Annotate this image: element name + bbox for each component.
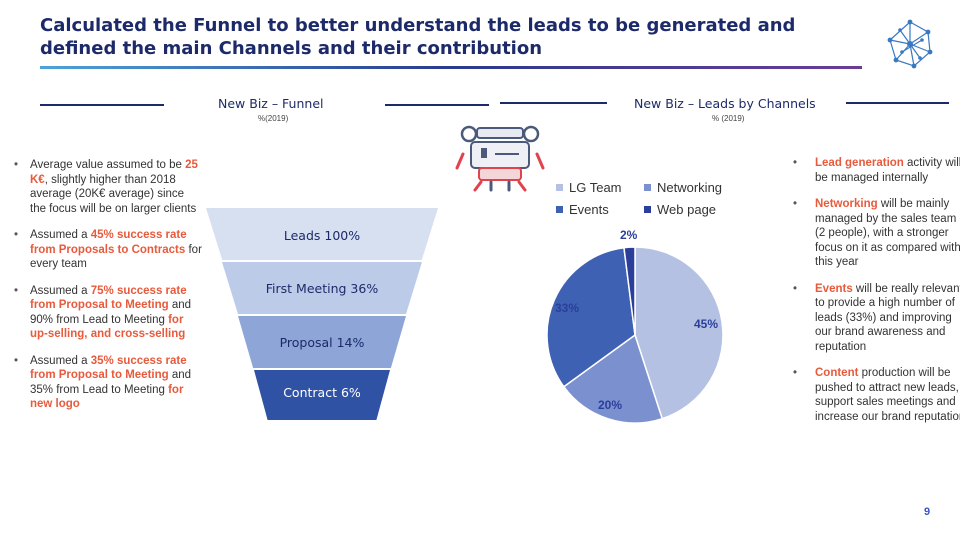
assumption-highlight: 25 K€ — [30, 159, 198, 186]
legend-swatch — [644, 206, 651, 213]
pie-slice-lg-team — [634, 246, 724, 420]
assumption-item: • Assumed a 75% success rate from Propos… — [14, 284, 192, 341]
funnel-stage-contract: Contract 6% — [254, 370, 390, 420]
assumption-text: Assumed a — [30, 354, 91, 367]
assumption-item: • Assumed a 35% success rate from Propos… — [14, 354, 192, 411]
legend-label: Networking — [657, 180, 723, 195]
assumption-item: • Average value assumed to be 25 K€, sli… — [14, 159, 198, 215]
channel-note-highlight: Lead generation — [815, 157, 904, 169]
pie-label-events: 33% — [555, 301, 580, 315]
pie-slice-networking — [562, 333, 664, 424]
channels-section-title: New Biz – Leads by Channels — [634, 96, 816, 111]
assumption-text: and 35% from Lead to Meeting — [30, 369, 192, 396]
pie-slice-events — [546, 246, 636, 388]
assumption-highlight: for new logo — [30, 383, 184, 411]
funnel-stage-first-meeting: First Meeting 36% — [222, 262, 422, 314]
funnel-stage-label: Contract 6% — [283, 384, 361, 400]
channels-pie-chart — [546, 246, 724, 424]
assumption-text: , slightly higher than 2018 average (20K… — [30, 173, 197, 215]
channel-note-text: production will be pushed to attract new… — [815, 367, 960, 423]
assumption-text: Average value assumed to be — [30, 159, 186, 171]
legend-item-web-page: Web page — [644, 202, 716, 217]
legend-swatch — [644, 184, 651, 191]
channel-note-text: will be mainly managed by the sales team… — [815, 198, 960, 268]
channel-note-highlight: Events — [815, 282, 853, 295]
channel-note-text: activity will be managed internally — [815, 157, 960, 184]
assumption-text: for every team — [30, 243, 202, 271]
funnel-stage-proposal: Proposal 14% — [238, 316, 406, 368]
channels-header-line-right — [846, 102, 949, 104]
network-logo-icon — [887, 19, 933, 69]
channel-note-item: • Lead generation activity will be manag… — [793, 157, 960, 184]
legend-label: Web page — [657, 202, 717, 217]
channels-header-line-left — [500, 102, 607, 104]
assumption-highlight: for up-selling, and cross-selling — [30, 313, 186, 341]
legend-label: Events — [569, 202, 609, 217]
pie-slice-web-page — [623, 246, 636, 336]
assumption-highlight: 35% success rate from Proposal to Meetin… — [30, 354, 187, 382]
assumption-highlight: 75% success rate from Proposal to Meetin… — [30, 284, 187, 312]
funnel-section-title: New Biz – Funnel — [218, 96, 324, 111]
legend-swatch — [556, 184, 563, 191]
funnel-assumptions-list: • Average value assumed to be 25 K€, sli… — [14, 158, 202, 424]
legend-label: LG Team — [569, 180, 622, 195]
funnel-header-line-left — [40, 104, 164, 106]
funnel-stage-label: First Meeting 36% — [265, 280, 379, 296]
funnel-stage-leads: Leads 100% — [206, 208, 438, 260]
assumption-text: Assumed a — [30, 284, 91, 297]
pie-label-lg-team: 45% — [694, 317, 719, 331]
funnel-header-line-right — [385, 104, 489, 106]
pie-label-web-page: 2% — [620, 228, 638, 242]
channel-note-text: will be really relevant to provide a hig… — [815, 282, 960, 353]
assumption-item: • Assumed a 45% success rate from Propos… — [14, 229, 202, 271]
funnel-stage-label: Leads 100% — [283, 227, 361, 243]
assumption-text: and 90% from Lead to Meeting — [30, 299, 192, 326]
robot-icon — [455, 125, 545, 192]
title-divider — [40, 66, 862, 69]
legend-item-networking: Networking — [644, 180, 722, 195]
channel-note-highlight: Networking — [815, 198, 878, 210]
funnel-stage-label: Proposal 14% — [279, 334, 365, 350]
funnel-section-subtitle: %(2019) — [258, 114, 289, 123]
pie-label-networking: 20% — [598, 398, 623, 412]
channel-note-item: • Content production will be pushed to a… — [793, 366, 960, 424]
page-number: 9 — [924, 506, 931, 518]
channel-notes-list: • Lead generation activity will be manag… — [793, 156, 960, 436]
channel-note-item: • Events will be really relevant to prov… — [793, 282, 960, 355]
assumption-text: Assumed a — [30, 229, 91, 241]
channel-note-highlight: Content — [815, 367, 859, 379]
page-title: Calculated the Funnel to better understa… — [40, 15, 796, 59]
channels-section-subtitle: % (2019) — [712, 114, 745, 123]
legend-item-lg-team: LG Team — [556, 180, 622, 195]
legend-item-events: Events — [556, 202, 609, 217]
legend-swatch — [556, 206, 563, 213]
assumption-highlight: 45% success rate from Proposals to Contr… — [30, 229, 187, 256]
channel-note-item: • Networking will be mainly managed by t… — [793, 198, 960, 268]
